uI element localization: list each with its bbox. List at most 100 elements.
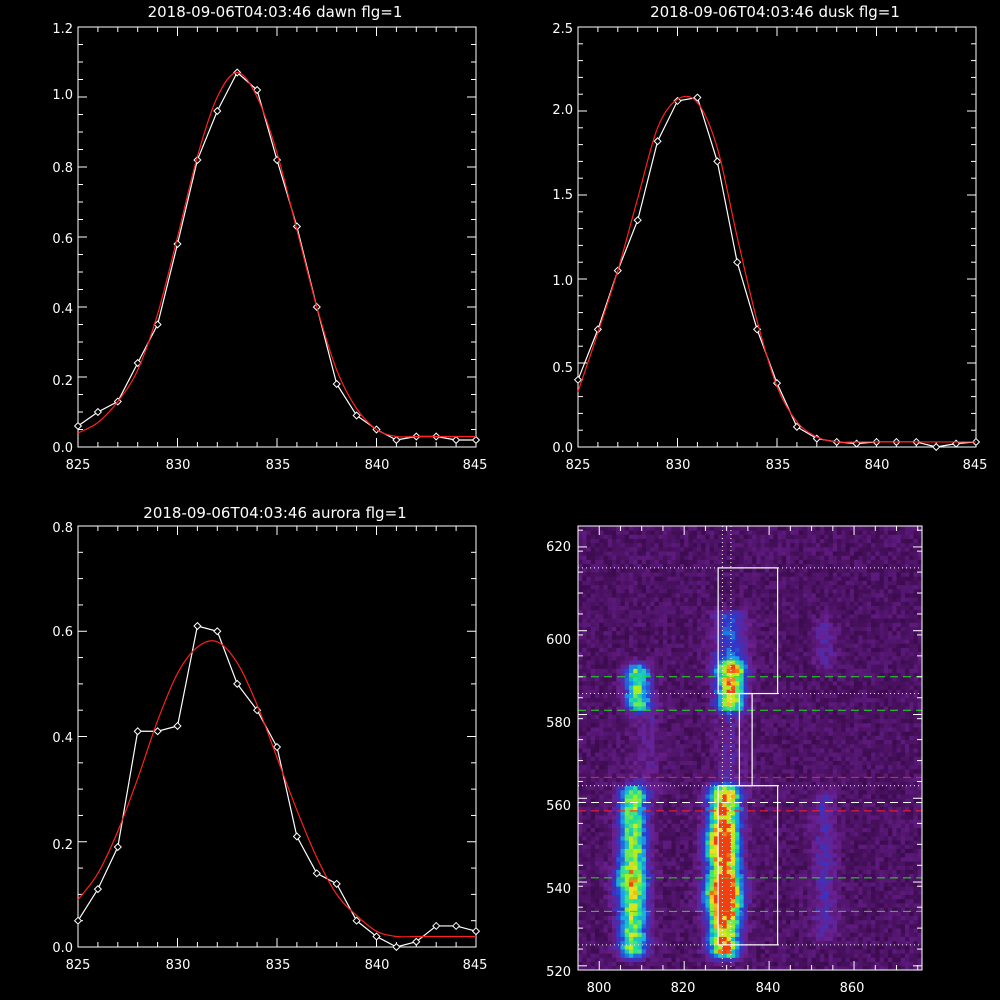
data-point-marker xyxy=(133,727,142,736)
heatmap-cell xyxy=(824,873,829,879)
heatmap-cell xyxy=(611,944,617,950)
heatmap-cell xyxy=(603,777,609,782)
heatmap-cell xyxy=(803,840,808,845)
heatmap-cell xyxy=(628,835,634,841)
heatmap-cell xyxy=(807,781,812,787)
heatmap-cell xyxy=(645,856,651,862)
heatmap-cell xyxy=(624,827,630,833)
heatmap-cell xyxy=(837,802,842,808)
heatmap-cell xyxy=(841,869,846,875)
heatmap-cell xyxy=(862,827,868,833)
heatmap-cell xyxy=(858,861,863,866)
heatmap-cell xyxy=(582,886,587,891)
heatmap-cell xyxy=(675,798,681,803)
heatmap-cell xyxy=(692,760,698,766)
heatmap-cell xyxy=(637,835,643,841)
heatmap-cell xyxy=(722,894,728,900)
heatmap-cell xyxy=(637,907,643,912)
heatmap-cell xyxy=(888,873,893,879)
heatmap-cell xyxy=(667,961,672,967)
heatmap-cell xyxy=(807,949,812,954)
heatmap-cell xyxy=(803,798,808,803)
heatmap-cell xyxy=(815,777,821,782)
heatmap-cell xyxy=(760,915,766,921)
heatmap-cell xyxy=(849,731,855,736)
heatmap-cell xyxy=(705,873,711,879)
heatmap-cell xyxy=(917,932,923,937)
heatmap-cell xyxy=(667,940,672,946)
heatmap-cell xyxy=(654,944,660,950)
heatmap-cell xyxy=(679,777,685,782)
heatmap-cell xyxy=(628,907,634,912)
heatmap-cell xyxy=(667,911,672,916)
heatmap-cell xyxy=(900,877,906,883)
heatmap-cell xyxy=(790,823,795,828)
heatmap-cell xyxy=(900,873,906,879)
heatmap-cell xyxy=(756,768,762,774)
heatmap-cell xyxy=(747,743,753,749)
heatmap-cell xyxy=(654,961,660,967)
heatmap-cell xyxy=(892,886,897,891)
heatmap-cell xyxy=(837,798,842,803)
heatmap-cell xyxy=(781,806,787,812)
heatmap-cell xyxy=(837,873,842,879)
heatmap-cell xyxy=(628,894,634,900)
heatmap-cell xyxy=(798,961,804,967)
heatmap-cell xyxy=(858,823,863,828)
heatmap-cell xyxy=(603,806,609,812)
heatmap-cell xyxy=(871,861,876,866)
heatmap-cell xyxy=(777,907,783,912)
heatmap-cell xyxy=(667,844,672,849)
heatmap-cell xyxy=(803,907,808,912)
heatmap-cell xyxy=(781,748,787,753)
heatmap-cell xyxy=(658,777,664,782)
heatmap-cell xyxy=(888,819,893,824)
heatmap-cell xyxy=(849,932,855,937)
heatmap-cell xyxy=(675,907,681,912)
heatmap-cell xyxy=(578,861,583,866)
x-tick-label: 830 xyxy=(166,958,191,973)
heatmap-cell xyxy=(722,953,728,958)
heatmap-cell xyxy=(760,768,766,774)
heatmap-cell xyxy=(820,848,825,854)
heatmap-cell xyxy=(909,940,914,946)
heatmap-cell xyxy=(871,907,876,912)
heatmap-cell xyxy=(688,932,694,937)
heatmap-cell xyxy=(854,823,859,828)
heatmap-cell xyxy=(696,890,702,896)
heatmap-cell xyxy=(658,898,664,904)
x-tick-label: 840 xyxy=(365,958,390,973)
heatmap-cell xyxy=(786,953,791,958)
heatmap-cell xyxy=(807,840,812,845)
heatmap-cell xyxy=(832,777,838,782)
heatmap-cell xyxy=(667,735,672,741)
heatmap-cell xyxy=(696,789,702,795)
heatmap-cell xyxy=(858,923,863,929)
heatmap-cell xyxy=(726,760,732,766)
data-point-marker xyxy=(673,96,682,106)
heatmap-cell xyxy=(845,919,851,925)
heatmap-cell xyxy=(811,873,817,879)
heatmap-cell xyxy=(849,752,855,757)
heatmap-cell xyxy=(667,965,672,971)
heatmap-cell xyxy=(905,898,910,904)
heatmap-cell xyxy=(760,852,766,858)
heatmap-cell xyxy=(654,819,660,824)
heatmap-cell xyxy=(645,777,651,782)
heatmap-cell xyxy=(637,932,643,937)
heatmap-cell xyxy=(692,953,698,958)
heatmap-cell xyxy=(684,773,689,778)
heatmap-cell xyxy=(790,940,795,946)
heatmap-cell xyxy=(586,928,592,933)
heatmap-cell xyxy=(692,877,698,883)
heatmap-cell xyxy=(798,756,804,761)
heatmap-cell xyxy=(692,731,698,736)
heatmap-cell xyxy=(650,798,655,803)
heatmap-cell xyxy=(862,932,868,937)
heatmap-cell xyxy=(794,810,800,816)
heatmap-cell xyxy=(722,919,728,925)
heatmap-cell xyxy=(871,923,876,929)
heatmap-cell xyxy=(837,852,842,858)
heatmap-cell xyxy=(709,748,715,753)
heatmap-cell xyxy=(905,944,910,950)
